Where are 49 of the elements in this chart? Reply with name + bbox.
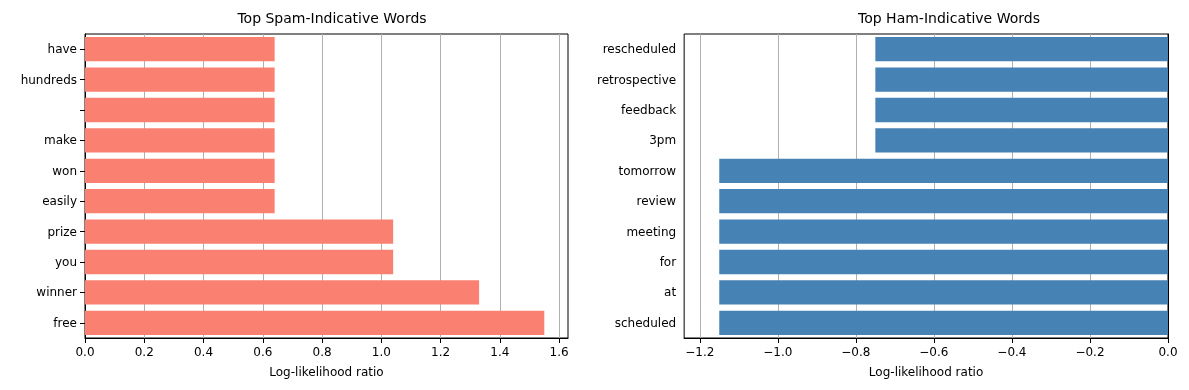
chart-title: Top Ham-Indicative Words (857, 10, 1040, 26)
x-tick-label: 0.2 (134, 345, 154, 359)
y-tick-label: easily (42, 194, 77, 209)
x-tick-label: −0.6 (919, 345, 949, 359)
x-axis-title: Log-likelihood ratio (868, 365, 984, 379)
x-tick-label: 0.0 (1158, 345, 1178, 359)
y-tick-label: tomorrow (618, 163, 677, 178)
x-tick-label: 1.2 (431, 345, 451, 359)
x-tick-label: 0.8 (312, 345, 332, 359)
bar (85, 128, 275, 153)
y-tick-label: for (659, 255, 677, 269)
y-tick-label: winner (36, 285, 78, 300)
y-tick-label: meeting (626, 224, 677, 239)
bar (85, 97, 275, 123)
y-tick-label: feedback (621, 103, 677, 117)
bar (85, 37, 275, 62)
chart-title: Top Spam-Indicative Words (236, 10, 427, 26)
x-tick-label: −1.2 (685, 345, 715, 359)
bar (85, 67, 275, 92)
x-tick-label: 0.4 (193, 345, 214, 359)
x-tick-label: 1.4 (490, 345, 510, 359)
y-tick-label: 3pm (649, 133, 677, 148)
bar (85, 158, 275, 183)
y-tick-label: review (636, 194, 677, 209)
bar (85, 249, 394, 275)
bar (85, 310, 545, 335)
y-tick-label: won (52, 163, 77, 178)
x-tick-label: 1.6 (549, 345, 569, 359)
y-tick-label: at (664, 285, 677, 300)
y-tick-label: have (47, 42, 77, 57)
y-tick-label: rescheduled (602, 42, 677, 57)
y-tick-label: prize (47, 224, 77, 239)
x-tick-label: −0.4 (997, 345, 1027, 359)
y-tick-label: scheduled (614, 315, 677, 330)
x-tick-label: 0.6 (253, 345, 273, 359)
x-tick-label: −1.0 (763, 345, 793, 359)
x-tick-label: −0.2 (1075, 345, 1105, 359)
bar (85, 219, 394, 244)
bar (85, 189, 275, 214)
y-tick-label: hundreds (20, 72, 77, 87)
y-tick-label: free (53, 315, 77, 330)
bar (85, 280, 480, 305)
x-tick-label: −0.8 (841, 345, 871, 359)
x-tick-label: 0.0 (75, 345, 95, 359)
x-axis-title: Log-likelihood ratio (269, 365, 384, 379)
y-tick-label: make (44, 133, 77, 148)
y-tick-label: retrospective (596, 72, 677, 87)
y-tick-label: you (54, 255, 77, 269)
x-tick-label: 1.0 (371, 345, 391, 359)
